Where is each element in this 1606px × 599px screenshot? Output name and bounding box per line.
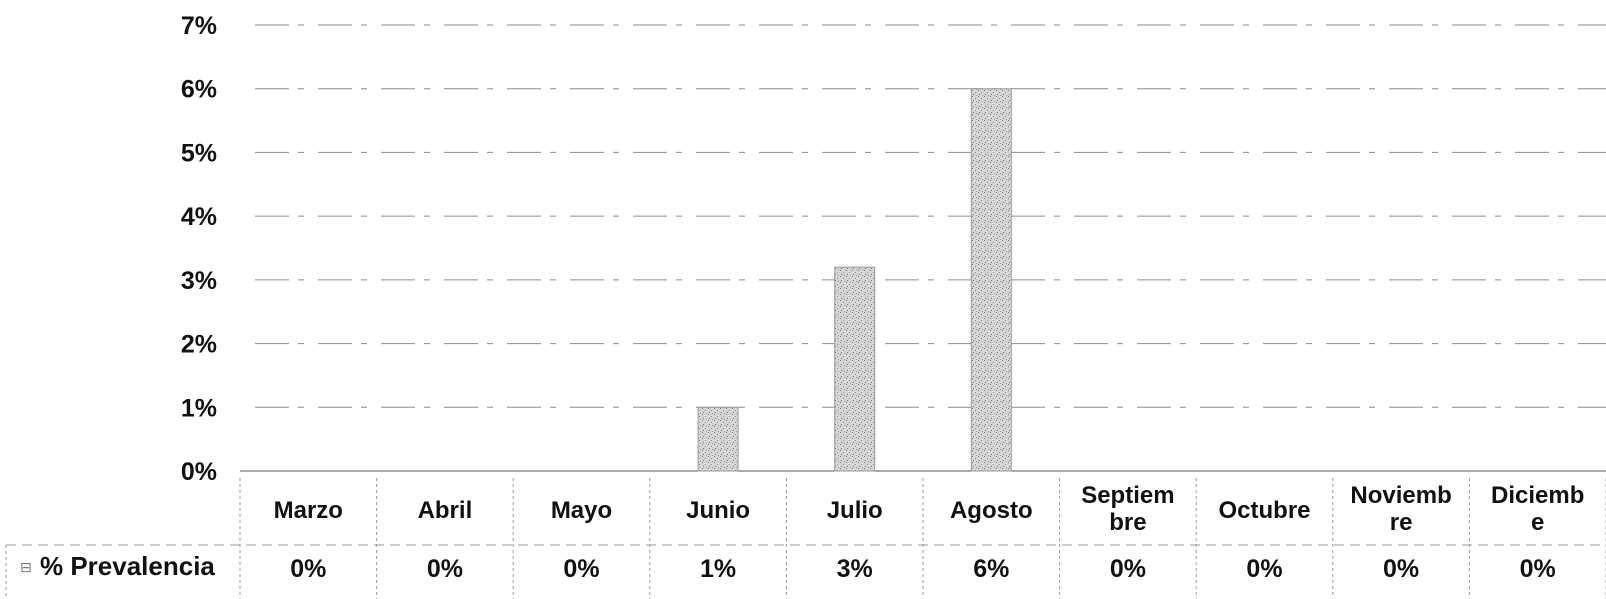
value-label: 0% [1246, 555, 1282, 583]
category-label: Abril [418, 497, 473, 524]
y-tick-label: 1% [181, 394, 217, 422]
y-tick-label: 0% [181, 458, 217, 486]
category-label: Mayo [551, 497, 612, 524]
category-label: Diciemb e [1491, 482, 1584, 536]
category-label: Julio [827, 497, 883, 524]
category-label: Junio [686, 497, 750, 524]
category-label: Septiem bre [1081, 482, 1174, 536]
data-table: Marzo Abril Mayo Junio Julio Agosto Septiem bre… [5, 478, 1606, 599]
value-label: 6% [973, 555, 1009, 583]
value-label: 0% [290, 555, 326, 583]
y-tick-label: 2% [181, 331, 217, 359]
y-tick-label: 5% [181, 139, 217, 167]
bars [697, 88, 1012, 472]
category-label: Noviemb re [1350, 482, 1451, 536]
y-tick-label: 7% [181, 12, 217, 40]
category-label: Agosto [950, 497, 1033, 524]
category-label: Octubre [1218, 497, 1310, 524]
category-label: Marzo [274, 497, 343, 524]
y-tick-label: 4% [181, 203, 217, 231]
value-label: 0% [1110, 555, 1146, 583]
gridlines [240, 24, 1606, 472]
y-tick-label: 3% [181, 267, 217, 295]
y-axis-ticks: 0% 1% 2% 3% 4% 5% 6% 7% [181, 12, 217, 486]
value-label: 0% [1520, 555, 1556, 583]
bar [834, 266, 876, 472]
value-label: 3% [837, 555, 873, 583]
bar [697, 406, 739, 472]
table-legend-key-icon: ⊟ [20, 559, 32, 575]
value-label: 1% [700, 555, 736, 583]
series-name-label: % Prevalencia [40, 551, 215, 581]
bar [970, 88, 1012, 472]
value-label: 0% [1383, 555, 1419, 583]
value-label: 0% [563, 555, 599, 583]
value-label: 0% [427, 555, 463, 583]
y-tick-label: 6% [181, 76, 217, 104]
